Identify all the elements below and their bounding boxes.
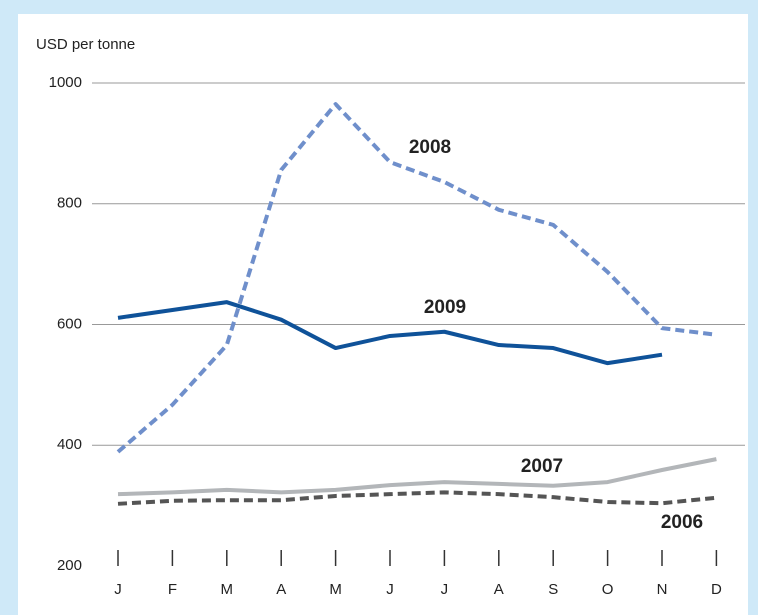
y-tick-label: 200 [57, 557, 82, 574]
series-label: 2009 [424, 297, 466, 318]
x-tick-label: J [386, 581, 394, 598]
y-tick-label: 600 [57, 315, 82, 332]
x-tick-label: N [657, 581, 668, 598]
x-tick-label: A [494, 581, 504, 598]
x-tick-label: M [329, 581, 342, 598]
x-tick-label: S [548, 581, 558, 598]
y-tick-label: 1000 [49, 74, 82, 91]
series-line [117, 300, 663, 366]
y-tick-label: 800 [57, 195, 82, 212]
x-tick-label: J [114, 581, 122, 598]
y-axis-label: USD per tonne [36, 36, 135, 53]
series-line [117, 490, 717, 506]
series-line [116, 102, 717, 454]
series-label: 2007 [521, 456, 563, 477]
series-label: 2008 [409, 137, 451, 158]
x-tick-label: O [602, 581, 614, 598]
x-tick-label: J [441, 581, 449, 598]
series-label: 2006 [661, 512, 703, 533]
x-tick-label: A [276, 581, 286, 598]
series-line [117, 457, 717, 497]
x-tick-label: D [711, 581, 722, 598]
x-tick-label: M [221, 581, 234, 598]
y-tick-label: 400 [57, 436, 82, 453]
x-tick-label: F [168, 581, 177, 598]
